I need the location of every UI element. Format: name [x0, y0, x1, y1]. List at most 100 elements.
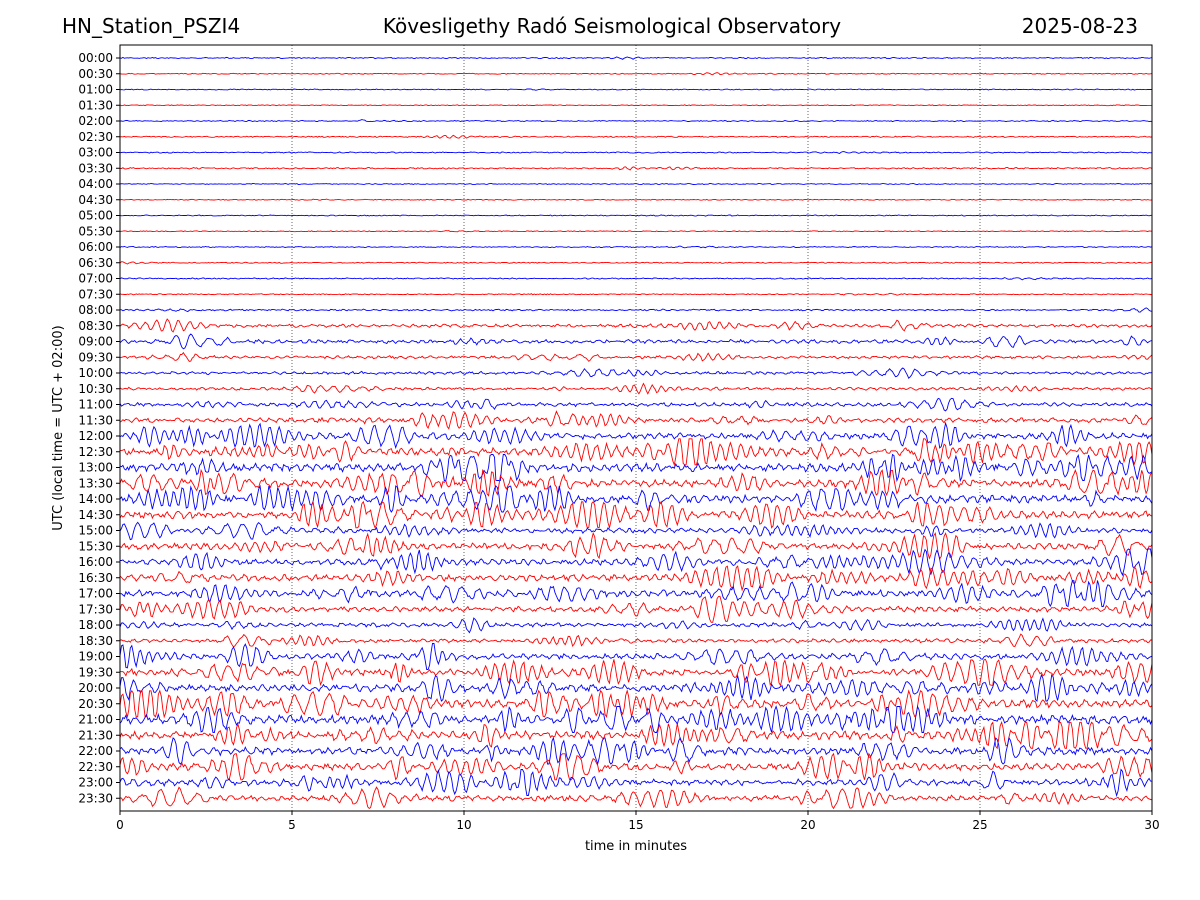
- trace-2200: [119, 736, 1153, 766]
- station-name: HN_Station_PSZI4: [62, 14, 241, 38]
- y-tick-label: 03:00: [78, 146, 113, 160]
- y-tick-label: 19:30: [78, 665, 113, 679]
- chart-date: 2025-08-23: [1021, 14, 1138, 38]
- trace-0230: [119, 134, 1153, 139]
- y-tick-label: 02:30: [78, 130, 113, 144]
- y-tick-label: 19:00: [78, 650, 113, 664]
- trace-0400: [119, 183, 1153, 185]
- trace-0430: [119, 198, 1153, 201]
- trace-1830: [119, 633, 1152, 648]
- y-tick-label: 10:30: [78, 382, 113, 396]
- y-tick-label: 22:30: [78, 760, 113, 774]
- y-tick-label: 14:30: [78, 508, 113, 522]
- seismogram-traces: [119, 56, 1153, 810]
- trace-0030: [119, 72, 1153, 76]
- trace-0330: [119, 166, 1153, 171]
- y-tick-label: 10:00: [78, 366, 113, 380]
- trace-2100: [119, 704, 1153, 733]
- y-tick-label: 15:30: [78, 539, 113, 553]
- y-tick-label: 00:30: [78, 67, 113, 81]
- y-tick-label: 15:00: [78, 524, 113, 538]
- y-tick-label: 03:30: [78, 161, 113, 175]
- y-tick-label: 18:30: [78, 634, 113, 648]
- trace-2330: [119, 786, 1153, 810]
- y-tick-label: 21:00: [78, 713, 113, 727]
- trace-0730: [119, 292, 1153, 296]
- trace-1700: [120, 579, 1153, 608]
- trace-0830: [119, 318, 1153, 333]
- y-tick-label: 01:30: [78, 98, 113, 112]
- trace-1030: [119, 382, 1153, 395]
- trace-0930: [119, 351, 1153, 362]
- y-tick-label: 05:00: [78, 209, 113, 223]
- y-tick-label: 23:30: [78, 791, 113, 805]
- y-tick-label: 17:00: [78, 587, 113, 601]
- y-tick-label: 11:00: [78, 398, 113, 412]
- trace-0700: [119, 277, 1153, 281]
- y-tick-label: 09:30: [78, 350, 113, 364]
- trace-1130: [119, 410, 1153, 430]
- trace-0630: [119, 261, 1153, 265]
- y-tick-label: 20:30: [78, 697, 113, 711]
- trace-0100: [119, 88, 1153, 91]
- y-tick-label: 02:00: [78, 114, 113, 128]
- y-tick-label: 01:00: [78, 83, 113, 97]
- x-axis-label: time in minutes: [585, 839, 687, 854]
- trace-1330: [119, 468, 1153, 497]
- y-tick-label: 13:00: [78, 461, 113, 475]
- trace-1200: [119, 421, 1153, 450]
- y-tick-label: 04:00: [78, 177, 113, 191]
- trace-1900: [119, 643, 1153, 670]
- y-tick-label: 00:00: [78, 51, 113, 65]
- x-tick-label: 25: [972, 818, 987, 832]
- x-tick-label: 20: [800, 818, 815, 832]
- trace-1630: [119, 565, 1153, 592]
- x-tick-label: 10: [456, 818, 471, 832]
- y-tick-label: 22:00: [78, 744, 113, 758]
- trace-1400: [119, 484, 1153, 513]
- trace-1800: [119, 617, 1153, 634]
- trace-2300: [119, 768, 1153, 798]
- x-tick-label: 15: [628, 818, 643, 832]
- trace-1000: [119, 367, 1153, 379]
- trace-1100: [119, 397, 1153, 412]
- y-tick-label: 07:00: [78, 272, 113, 286]
- trace-1500: [119, 521, 1153, 541]
- trace-0600: [119, 245, 1153, 249]
- y-tick-label: 08:00: [78, 303, 113, 317]
- y-tick-label: 04:30: [78, 193, 113, 207]
- trace-0200: [120, 119, 1153, 123]
- trace-1930: [119, 658, 1153, 687]
- y-tick-label: 06:00: [78, 240, 113, 254]
- trace-1600: [120, 548, 1153, 577]
- trace-1530: [119, 531, 1153, 561]
- y-tick-label: 13:30: [78, 476, 113, 490]
- trace-0500: [119, 214, 1153, 217]
- trace-0000: [119, 56, 1153, 60]
- y-tick-label: 16:00: [78, 555, 113, 569]
- y-tick-label: 17:30: [78, 602, 113, 616]
- x-tick-label: 0: [116, 818, 124, 832]
- x-tick-label: 30: [1144, 818, 1159, 832]
- y-tick-label: 12:30: [78, 445, 113, 459]
- trace-0130: [119, 104, 1152, 107]
- x-axis: 0 5 10 15 20 25 30: [116, 811, 1160, 832]
- trace-0900: [119, 333, 1153, 350]
- trace-2230: [119, 752, 1153, 781]
- trace-2130: [119, 720, 1153, 750]
- trace-2000: [119, 673, 1153, 702]
- y-axis-label: UTC (local time = UTC + 02:00): [51, 325, 66, 530]
- trace-1430: [119, 500, 1153, 530]
- trace-0530: [119, 230, 1153, 233]
- x-tick-label: 5: [288, 818, 296, 832]
- y-tick-label: 21:30: [78, 728, 113, 742]
- chart-title: Kövesligethy Radó Seismological Observat…: [382, 14, 842, 38]
- trace-1730: [119, 595, 1153, 623]
- y-tick-label: 06:30: [78, 256, 113, 270]
- trace-2030: [119, 689, 1153, 719]
- y-tick-label: 14:00: [78, 492, 113, 506]
- trace-1300: [119, 453, 1153, 483]
- y-tick-label: 09:00: [78, 335, 113, 349]
